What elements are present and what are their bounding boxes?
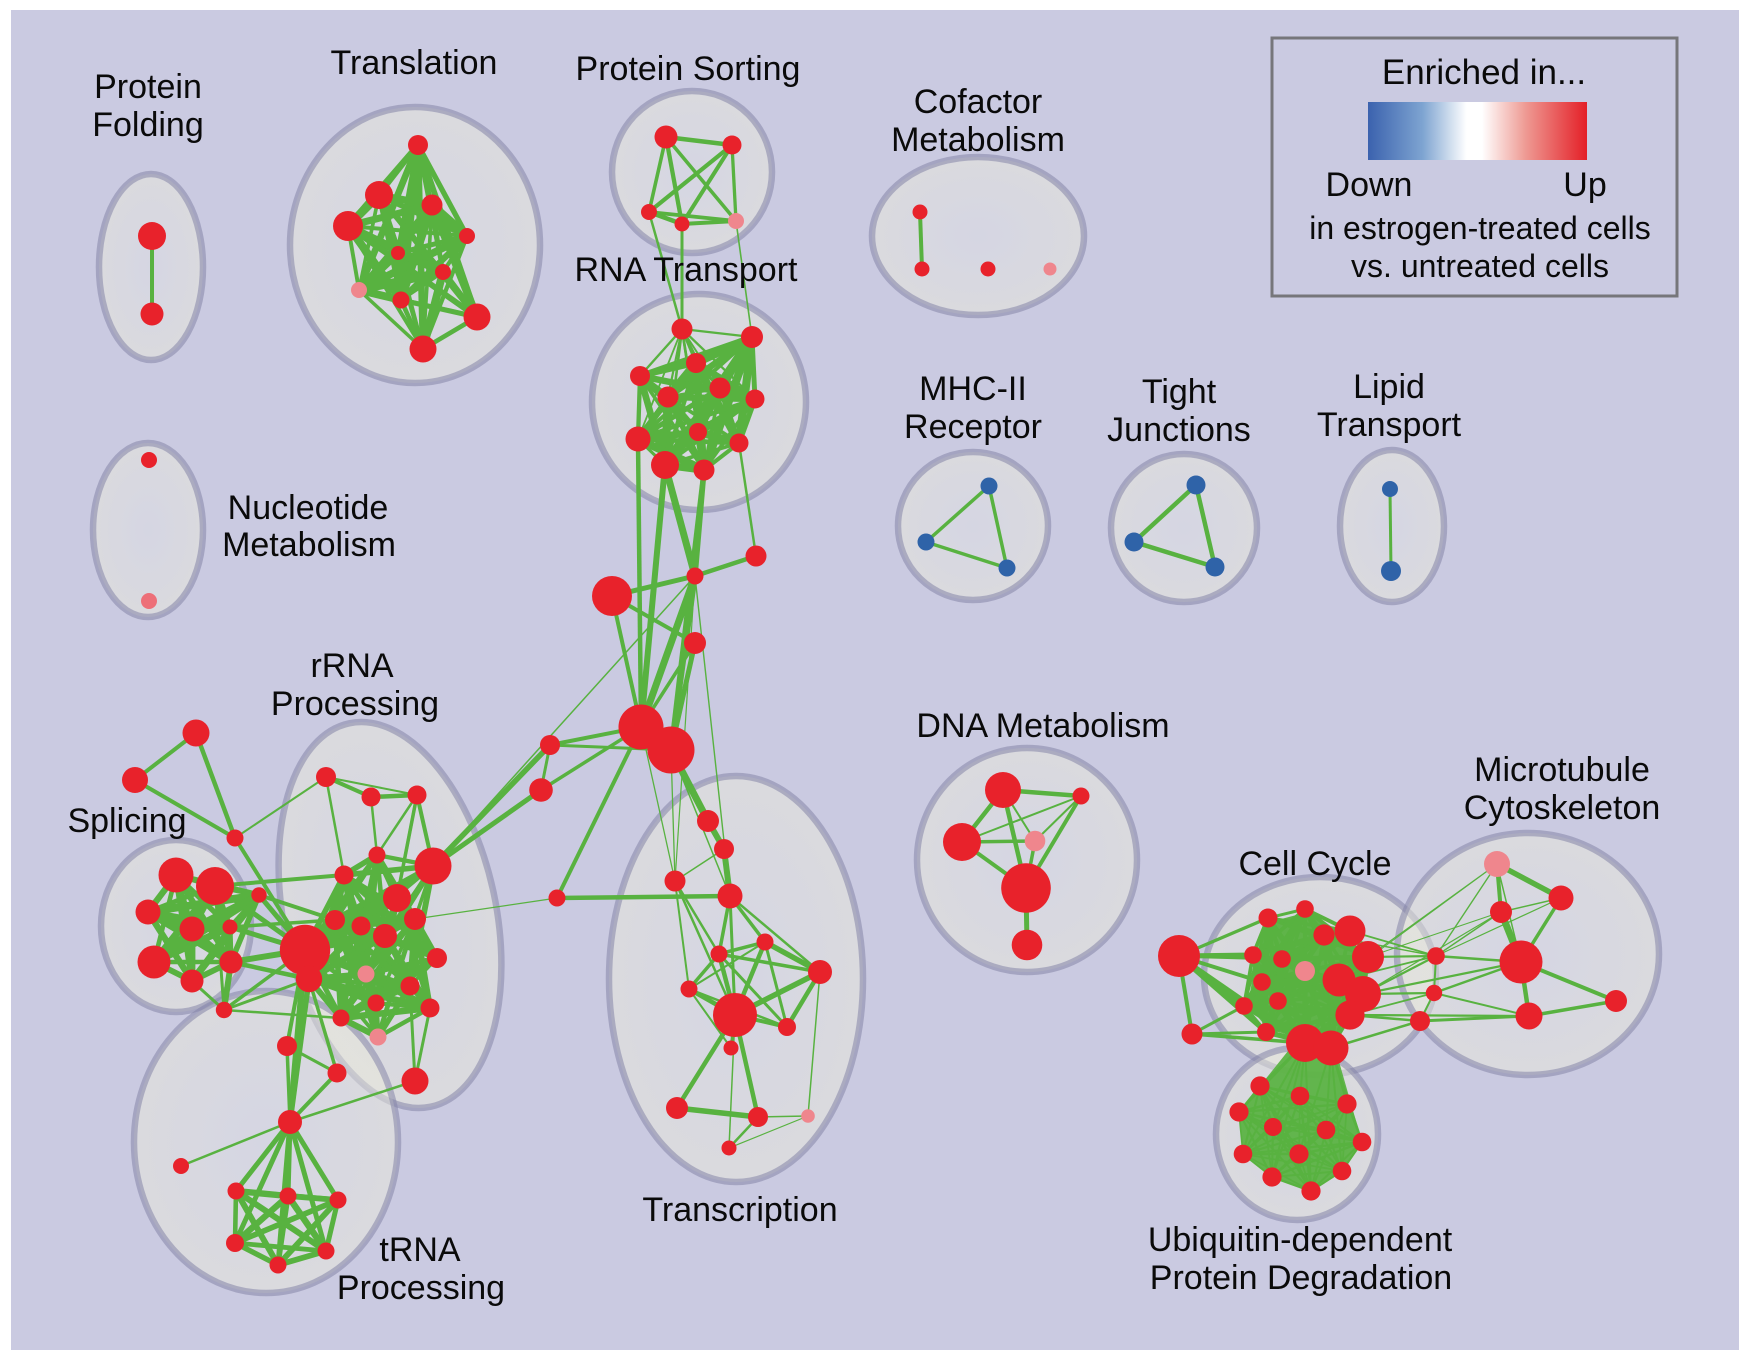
svg-text:Receptor: Receptor bbox=[904, 408, 1042, 446]
svg-text:Metabolism: Metabolism bbox=[891, 121, 1065, 159]
svg-text:Folding: Folding bbox=[92, 106, 204, 144]
svg-text:Up: Up bbox=[1563, 166, 1606, 204]
svg-text:vs. untreated cells: vs. untreated cells bbox=[1351, 248, 1609, 284]
svg-text:rRNA: rRNA bbox=[310, 647, 393, 685]
svg-text:in estrogen-treated cells: in estrogen-treated cells bbox=[1309, 210, 1651, 246]
svg-text:Down: Down bbox=[1326, 166, 1413, 204]
svg-text:Cofactor: Cofactor bbox=[914, 83, 1043, 121]
svg-text:Transcription: Transcription bbox=[642, 1191, 837, 1229]
svg-text:Metabolism: Metabolism bbox=[222, 526, 396, 564]
svg-text:Junctions: Junctions bbox=[1107, 411, 1251, 449]
svg-text:Transport: Transport bbox=[1317, 406, 1462, 444]
svg-text:Microtubule: Microtubule bbox=[1474, 751, 1650, 789]
svg-text:MHC-II: MHC-II bbox=[919, 370, 1027, 408]
svg-text:DNA Metabolism: DNA Metabolism bbox=[916, 707, 1169, 745]
svg-text:Ubiquitin-dependent: Ubiquitin-dependent bbox=[1148, 1221, 1453, 1259]
svg-text:Lipid: Lipid bbox=[1353, 368, 1425, 406]
svg-text:Protein Sorting: Protein Sorting bbox=[576, 50, 801, 88]
svg-text:Processing: Processing bbox=[271, 685, 439, 723]
svg-text:Protein Degradation: Protein Degradation bbox=[1150, 1259, 1452, 1297]
svg-text:Enriched in...: Enriched in... bbox=[1382, 53, 1586, 92]
svg-text:tRNA: tRNA bbox=[379, 1231, 461, 1269]
svg-text:Cell Cycle: Cell Cycle bbox=[1238, 845, 1391, 883]
svg-text:Nucleotide: Nucleotide bbox=[228, 489, 389, 527]
svg-text:Processing: Processing bbox=[337, 1269, 505, 1307]
svg-text:Translation: Translation bbox=[331, 44, 498, 82]
svg-text:Cytoskeleton: Cytoskeleton bbox=[1464, 789, 1661, 827]
svg-text:Tight: Tight bbox=[1142, 373, 1217, 411]
svg-text:Splicing: Splicing bbox=[67, 802, 186, 840]
svg-text:RNA Transport: RNA Transport bbox=[575, 251, 799, 289]
svg-text:Protein: Protein bbox=[94, 68, 202, 106]
